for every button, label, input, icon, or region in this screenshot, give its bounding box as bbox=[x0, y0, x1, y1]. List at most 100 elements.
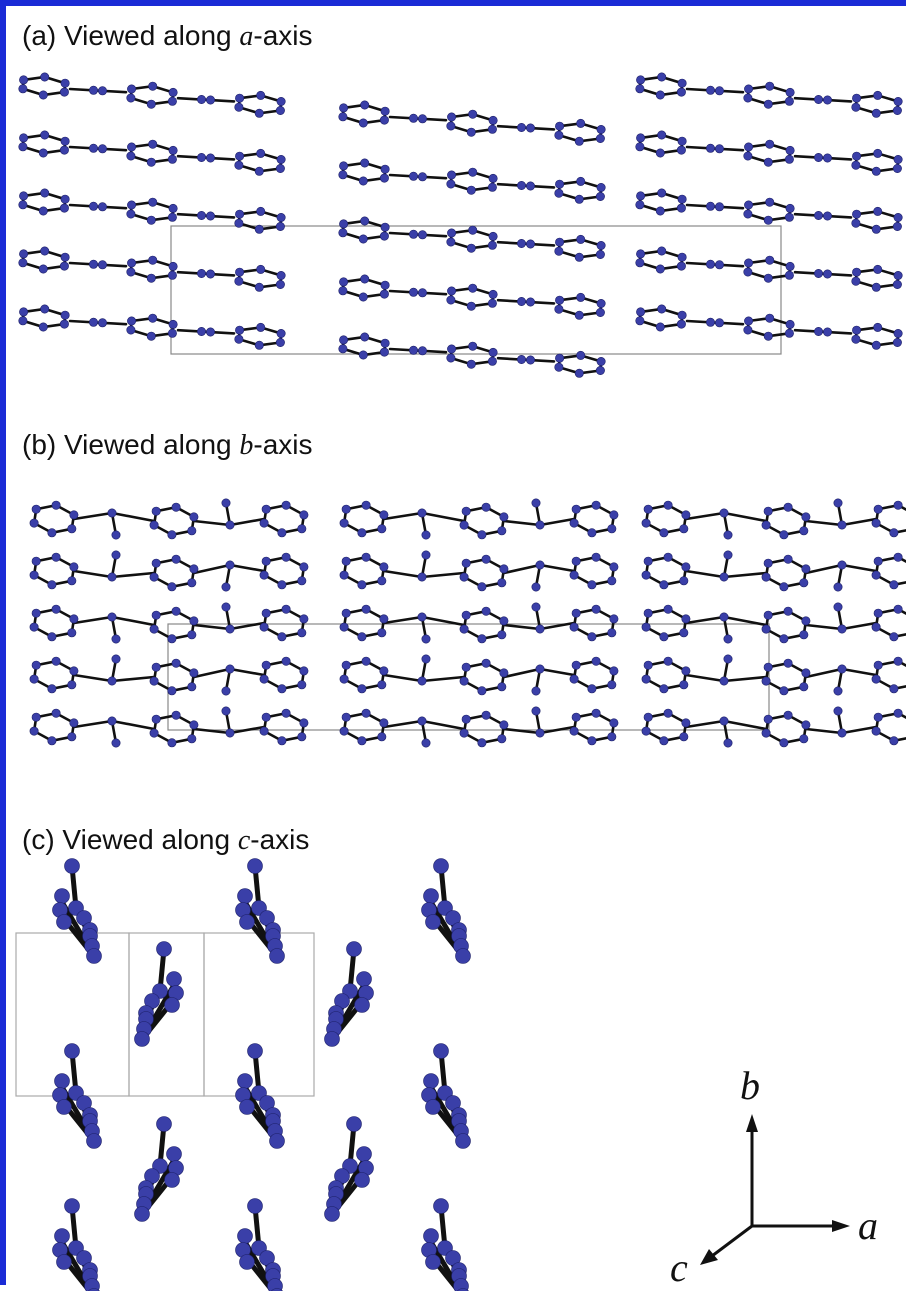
atom bbox=[235, 219, 243, 227]
atom bbox=[235, 277, 243, 285]
atom bbox=[418, 347, 426, 355]
atom bbox=[489, 232, 497, 240]
atom bbox=[608, 681, 616, 689]
atom bbox=[678, 137, 686, 145]
atom bbox=[802, 617, 810, 625]
atom bbox=[169, 204, 177, 212]
bond bbox=[74, 675, 112, 681]
bond bbox=[686, 675, 724, 681]
atom bbox=[168, 687, 176, 695]
atom bbox=[418, 509, 426, 517]
atom bbox=[378, 577, 386, 585]
bond bbox=[74, 721, 112, 727]
atom bbox=[766, 82, 774, 90]
atom bbox=[517, 355, 525, 363]
atom bbox=[894, 271, 902, 279]
atom bbox=[339, 220, 347, 228]
atom bbox=[168, 155, 176, 163]
atom bbox=[55, 889, 70, 904]
atom bbox=[65, 1044, 80, 1059]
atom bbox=[325, 1032, 340, 1047]
a-axis-label: a bbox=[858, 1203, 878, 1248]
molecule-a bbox=[339, 275, 606, 320]
atom bbox=[276, 280, 284, 288]
atom bbox=[766, 140, 774, 148]
atom bbox=[467, 360, 475, 368]
atom bbox=[409, 172, 417, 180]
atom bbox=[852, 326, 860, 334]
atom bbox=[744, 94, 752, 102]
atom bbox=[422, 531, 430, 539]
atom bbox=[592, 657, 600, 665]
atom bbox=[682, 511, 690, 519]
atom bbox=[240, 915, 255, 930]
atom bbox=[108, 717, 116, 725]
atom bbox=[206, 328, 214, 336]
atom bbox=[447, 296, 455, 304]
atom bbox=[874, 505, 882, 513]
bond bbox=[422, 677, 464, 681]
atom bbox=[656, 323, 664, 331]
atom bbox=[636, 134, 644, 142]
atom bbox=[894, 605, 902, 613]
atom bbox=[359, 119, 367, 127]
atom bbox=[422, 655, 430, 663]
atom bbox=[460, 729, 468, 737]
atom bbox=[608, 629, 616, 637]
atom bbox=[277, 213, 285, 221]
molecule-b bbox=[30, 707, 308, 747]
atom bbox=[68, 733, 76, 741]
atom bbox=[500, 669, 508, 677]
atom bbox=[347, 942, 362, 957]
b-axis-arrowhead bbox=[746, 1114, 758, 1132]
atom bbox=[108, 677, 116, 685]
bond bbox=[504, 565, 540, 573]
atom bbox=[462, 611, 470, 619]
atom bbox=[570, 675, 578, 683]
atom bbox=[270, 949, 285, 964]
atom bbox=[172, 711, 180, 719]
molecule-c bbox=[325, 942, 374, 1047]
atom bbox=[339, 336, 347, 344]
atom bbox=[664, 709, 672, 717]
atom bbox=[890, 529, 898, 537]
atom bbox=[55, 1229, 70, 1244]
bond bbox=[795, 156, 851, 159]
atom bbox=[339, 287, 347, 295]
atom bbox=[894, 501, 902, 509]
atom bbox=[380, 667, 388, 675]
atom bbox=[169, 88, 177, 96]
atom bbox=[532, 499, 540, 507]
bond bbox=[70, 89, 126, 92]
atom bbox=[260, 519, 268, 527]
bond bbox=[686, 513, 724, 519]
atom bbox=[642, 519, 650, 527]
atom bbox=[362, 657, 370, 665]
atom bbox=[68, 629, 76, 637]
atom bbox=[340, 727, 348, 735]
atom bbox=[597, 357, 605, 365]
bond bbox=[422, 513, 464, 521]
atom bbox=[298, 629, 306, 637]
atom bbox=[478, 583, 486, 591]
atom bbox=[197, 327, 205, 335]
atom bbox=[361, 333, 369, 341]
atom bbox=[418, 613, 426, 621]
c-axis-arrow-line bbox=[712, 1226, 752, 1256]
atom bbox=[823, 212, 831, 220]
atom bbox=[588, 529, 596, 537]
bond bbox=[230, 565, 264, 571]
atom bbox=[682, 667, 690, 675]
atom bbox=[642, 675, 650, 683]
atom bbox=[834, 687, 842, 695]
atom bbox=[764, 611, 772, 619]
atom bbox=[482, 555, 490, 563]
atom bbox=[456, 949, 471, 964]
atom bbox=[488, 299, 496, 307]
atom bbox=[498, 631, 506, 639]
molecule-a bbox=[636, 189, 903, 234]
atom bbox=[278, 581, 286, 589]
atom bbox=[838, 625, 846, 633]
atom bbox=[597, 299, 605, 307]
atom bbox=[359, 293, 367, 301]
